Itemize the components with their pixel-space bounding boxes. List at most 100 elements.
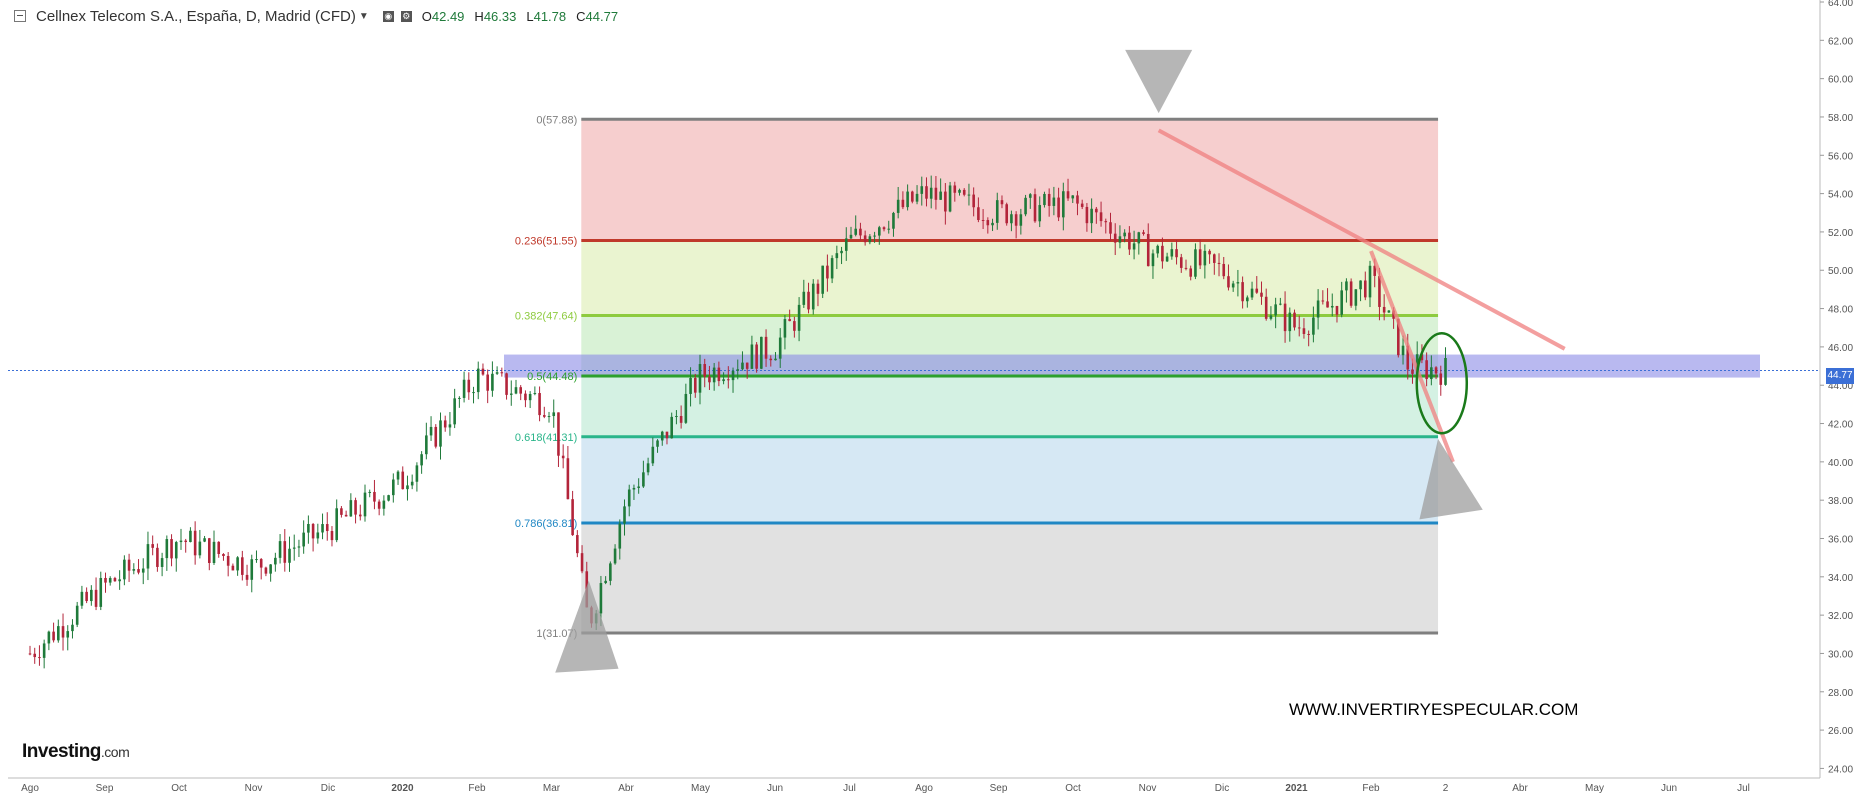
time-tick-label: Sep (96, 783, 114, 794)
candle-body (1203, 250, 1207, 266)
candle-body (962, 189, 966, 195)
candle-body (1264, 296, 1268, 319)
candle-body (137, 569, 140, 573)
candle-body (1175, 249, 1178, 258)
candle-body (495, 372, 499, 374)
candle-body (1345, 281, 1348, 291)
bottom-triangle-marker (555, 580, 619, 673)
chart-header: Cellnex Telecom S.A., España, D, Madrid … (14, 6, 618, 26)
time-tick-label: Dic (1215, 783, 1229, 794)
candle-body (1156, 245, 1159, 254)
candle-body (750, 344, 754, 369)
fib-zone (581, 376, 1439, 437)
candle-body (1425, 360, 1428, 380)
candle-body (642, 472, 645, 487)
time-tick-label: Abr (618, 783, 634, 794)
candle-body (75, 605, 79, 625)
candle-body (354, 500, 357, 515)
fib-level-label: 0.5(44.48) (527, 371, 577, 383)
candle-body (1293, 312, 1296, 328)
candle-body (174, 542, 178, 559)
candle-body (330, 531, 334, 541)
price-tick-label: 40.00 (1828, 458, 1853, 469)
candle-body (1104, 221, 1108, 223)
candle-body (1052, 197, 1056, 206)
candle-body (1279, 303, 1282, 305)
candle-body (731, 370, 735, 381)
candle-body (57, 626, 60, 641)
candle-body (118, 579, 121, 582)
candle-body (778, 337, 782, 359)
fib-level-label: 0.786(36.81) (515, 518, 577, 530)
candle-body (1363, 280, 1367, 298)
candle-body (481, 368, 485, 375)
collapse-icon[interactable] (14, 10, 26, 22)
candle-body (71, 624, 74, 632)
instrument-title[interactable]: Cellnex Telecom S.A., España, D, Madrid … (36, 7, 356, 25)
settings-icon[interactable]: ⚙ (400, 10, 412, 22)
candle-body (94, 589, 98, 607)
candle-body (1222, 263, 1226, 277)
candle-body (160, 558, 164, 567)
candle-body (566, 458, 570, 500)
candle-body (991, 222, 994, 226)
candle-body (448, 424, 452, 428)
candle-body (788, 319, 791, 322)
candle-body (1444, 358, 1447, 385)
price-tick-label: 26.00 (1828, 726, 1853, 737)
candle-body (207, 538, 211, 564)
candle-body (415, 465, 419, 482)
candle-body (896, 199, 900, 213)
price-tick-label: 30.00 (1828, 649, 1853, 660)
candle-body (745, 362, 749, 369)
candle-body (283, 541, 287, 563)
candle-body (1397, 318, 1400, 356)
candle-body (1109, 222, 1112, 234)
candle-body (1420, 354, 1424, 361)
investing-logo: Investing.com (22, 741, 130, 762)
candle-body (717, 367, 721, 382)
candle-body (618, 523, 622, 549)
candle-body (920, 186, 924, 194)
candle-body (1217, 262, 1221, 264)
candle-body (1246, 297, 1249, 302)
candle-body (113, 578, 117, 582)
time-tick-label: Jun (767, 783, 783, 794)
candle-body (127, 559, 131, 571)
candle-body (967, 194, 971, 196)
candle-body (698, 364, 702, 393)
candle-body (576, 535, 579, 554)
candle-body (363, 492, 367, 517)
candle-body (1255, 288, 1259, 293)
candle-body (670, 416, 673, 439)
candle-body (557, 412, 560, 456)
candle-body (429, 426, 433, 436)
time-tick-label: Jun (1661, 783, 1677, 794)
candle-body (264, 567, 268, 574)
candle-body (892, 212, 895, 229)
candle-body (859, 228, 862, 236)
ohlc-high: H46.33 (474, 8, 517, 24)
time-tick-label: 2021 (1285, 783, 1308, 794)
candle-body (1373, 265, 1377, 276)
candle-body (542, 415, 546, 417)
candle-body (340, 508, 343, 515)
candle-body (1378, 275, 1381, 307)
fib-zone (581, 119, 1439, 241)
candle-body (977, 207, 980, 220)
candle-body (1047, 193, 1051, 206)
candle-body (99, 577, 103, 607)
candle-body (198, 541, 202, 556)
visibility-icon[interactable]: ◉ (382, 10, 394, 22)
chevron-down-icon[interactable]: ▼ (358, 10, 369, 22)
candle-body (90, 589, 93, 602)
candle-body (868, 236, 872, 243)
time-tick-label: Oct (171, 783, 187, 794)
candle-body (552, 412, 556, 417)
candle-body (1274, 304, 1277, 316)
candle-body (708, 376, 711, 383)
fib-zone (581, 240, 1439, 316)
candle-body (505, 373, 508, 395)
candle-body (1142, 232, 1145, 234)
